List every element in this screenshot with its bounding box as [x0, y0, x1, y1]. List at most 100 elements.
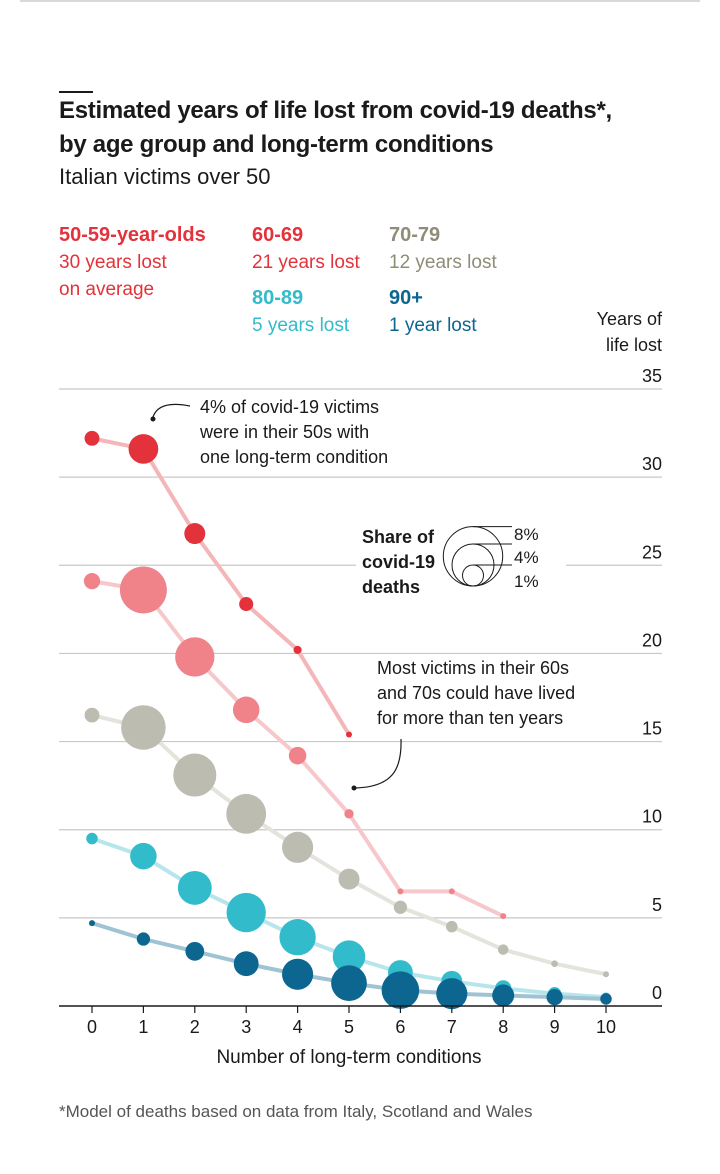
size-legend-label-2: covid-19 — [362, 552, 435, 572]
bubbles-layer — [83, 430, 612, 1010]
size-legend-background — [356, 522, 566, 600]
data-bubble — [121, 705, 166, 750]
x-tick-label: 10 — [596, 1017, 616, 1037]
legend-head: 90+ — [389, 287, 423, 309]
title-rule — [59, 91, 93, 93]
data-bubble — [551, 960, 558, 968]
data-bubble — [226, 793, 267, 834]
annotation-1-line-3: one long-term condition — [200, 447, 388, 467]
size-legend-circles — [442, 526, 512, 587]
legend-sub: 5 years lost — [252, 315, 350, 336]
y-tick-label: 25 — [642, 542, 662, 562]
annotation-1-line-1: 4% of covid-19 victims — [200, 397, 379, 417]
annotation-1-line-2: were in their 50s with — [199, 422, 369, 442]
data-bubble — [293, 645, 302, 654]
x-tick-label: 9 — [550, 1017, 560, 1037]
data-bubble — [446, 920, 458, 933]
annotation-2-dot — [351, 785, 357, 791]
data-bubble — [492, 984, 515, 1007]
data-bubble — [86, 832, 98, 845]
chart-subtitle: Italian victims over 50 — [59, 164, 271, 189]
data-bubble — [136, 932, 151, 946]
y-axis-title-line-2: life lost — [606, 335, 662, 355]
data-bubble — [600, 993, 612, 1005]
data-bubble — [497, 944, 509, 955]
y-tick-label: 30 — [642, 454, 662, 474]
data-bubble — [226, 892, 266, 933]
data-bubble — [393, 900, 408, 914]
legend-60-69: 60-69 21 years lost — [252, 222, 360, 276]
legend-sub: 21 years lost — [252, 252, 360, 273]
data-bubble — [344, 809, 354, 819]
footnote: *Model of deaths based on data from Ital… — [59, 1102, 533, 1121]
data-bubble — [173, 753, 217, 797]
data-bubble — [288, 746, 307, 765]
data-bubble — [232, 696, 260, 724]
size-legend-value-8: 8% — [514, 525, 539, 544]
data-bubble — [331, 965, 367, 1001]
data-bubble — [84, 430, 100, 446]
data-bubble — [184, 523, 206, 545]
legend-70-79: 70-79 12 years lost — [389, 222, 497, 276]
series-line — [90, 713, 608, 977]
data-bubble — [381, 971, 420, 1009]
legend-head: 60-69 — [252, 224, 304, 246]
y-tick-label: 15 — [642, 719, 662, 739]
data-bubble — [546, 989, 563, 1006]
x-tick-label: 7 — [447, 1017, 457, 1037]
data-bubble — [130, 842, 157, 870]
data-bubble — [346, 731, 352, 738]
data-bubble — [603, 971, 609, 978]
x-tick-label: 6 — [395, 1017, 405, 1037]
data-bubble — [338, 868, 360, 890]
data-bubble — [233, 951, 259, 977]
data-bubble — [397, 888, 404, 895]
x-tick-label: 3 — [241, 1017, 251, 1037]
x-tick-label: 8 — [498, 1017, 508, 1037]
legend-sub: 12 years lost — [389, 252, 497, 273]
y-tick-label: 20 — [642, 630, 662, 650]
data-bubble — [436, 978, 468, 1010]
data-bubble — [279, 919, 316, 956]
x-tick-label: 4 — [293, 1017, 303, 1037]
data-bubble — [282, 831, 314, 863]
annotation-1-leader — [152, 403, 191, 418]
chart-title: Estimated years of life lost from covid-… — [59, 94, 679, 162]
legend-80-89: 80-89 5 years lost — [252, 285, 349, 339]
y-tick-label: 35 — [642, 366, 662, 386]
y-axis-title-line-1: Years of — [597, 309, 663, 329]
legend-head: 50-59-year-olds — [59, 224, 206, 246]
title-line-2: by age group and long-term conditions — [59, 131, 494, 158]
data-bubble — [448, 888, 455, 895]
legend-head: 80-89 — [252, 287, 304, 309]
data-bubble — [239, 597, 254, 612]
size-legend-label-1: Share of — [362, 527, 435, 547]
data-bubble — [332, 940, 366, 973]
title-line-1: Estimated years of life lost from covid-… — [59, 97, 612, 124]
data-bubble — [83, 573, 101, 590]
size-legend-label-3: deaths — [362, 577, 420, 597]
y-tick-label: 10 — [642, 807, 662, 827]
annotation-2-line-1: Most victims in their 60s — [377, 658, 569, 678]
data-bubble — [175, 637, 215, 677]
legend-sub: on average — [59, 279, 155, 300]
x-tick-label: 2 — [190, 1017, 200, 1037]
data-bubble — [128, 434, 159, 464]
data-bubble — [185, 941, 205, 961]
size-legend-value-4: 4% — [514, 548, 539, 567]
x-tick-label: 5 — [344, 1017, 354, 1037]
y-ticks-layer: 0 5 10 15 20 25 30 35 — [642, 366, 662, 1003]
legend-sub: 1 year lost — [389, 315, 477, 336]
y-tick-label: 0 — [652, 983, 662, 1003]
legend-90plus: 90+ 1 year lost — [389, 285, 477, 339]
legend-sub: 30 years lost — [59, 252, 167, 273]
top-border — [20, 0, 700, 2]
annotation-2-line-2: and 70s could have lived — [377, 683, 575, 703]
x-tick-label: 1 — [138, 1017, 148, 1037]
annotation-1-dot — [150, 416, 156, 422]
data-bubble — [119, 566, 167, 614]
size-legend-value-1: 1% — [514, 572, 539, 591]
y-tick-label: 5 — [652, 895, 662, 915]
data-bubble — [89, 920, 95, 927]
